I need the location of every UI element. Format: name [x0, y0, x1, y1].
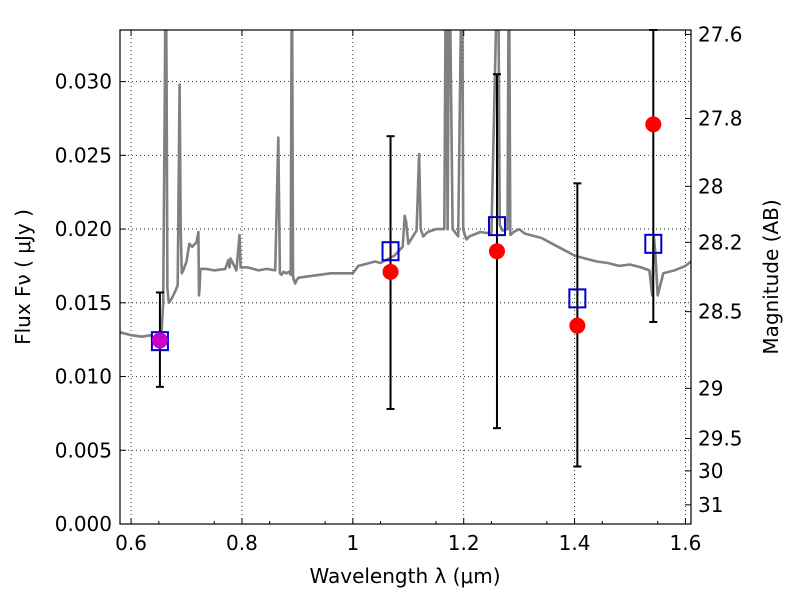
- right-tick-label: 31: [698, 493, 723, 517]
- y-tick-label: 0.000: [55, 512, 112, 536]
- x-tick-label: 1: [346, 531, 359, 555]
- template-spectrum-line: [120, 30, 691, 343]
- model-marker: [568, 288, 587, 309]
- y-tick-label: 0.020: [55, 217, 112, 241]
- observed-marker: [488, 243, 505, 260]
- axes: 0.6 0.8 1 1.2 1.4 1.6 0.000 0.005 0.010 0.015 0.02…: [55, 22, 743, 555]
- y-axis-label: Flux Fν ( μJy ): [11, 209, 35, 345]
- y-tick-label: 0.030: [55, 70, 112, 94]
- right-tick-label: 29: [698, 376, 723, 400]
- plot-frame: [119, 29, 692, 525]
- observed-marker: [382, 263, 399, 280]
- right-tick-label: 29.5: [698, 426, 743, 450]
- observed-marker: [569, 317, 586, 334]
- right-tick-label: 28.5: [698, 300, 743, 324]
- y-tick-label: 0.015: [55, 291, 112, 315]
- x-axis-label: Wavelength λ (μm): [309, 564, 500, 588]
- x-tick-label: 0.8: [226, 531, 258, 555]
- right-tick-label: 27.8: [698, 106, 743, 130]
- observed-marker: [645, 116, 662, 133]
- model-marker: [381, 241, 400, 262]
- x-tick-label: 1.6: [670, 531, 702, 555]
- right-tick-label: 28: [698, 174, 723, 198]
- model-marker: [644, 233, 663, 254]
- observed-marker: [151, 332, 168, 349]
- right-tick-label: 30: [698, 459, 723, 483]
- right-tick-label: 27.6: [698, 22, 743, 46]
- plot-area: [120, 30, 691, 343]
- model-marker: [150, 331, 169, 352]
- x-tick-label: 1.2: [448, 531, 480, 555]
- x-tick-label: 0.6: [115, 531, 147, 555]
- y-tick-label: 0.005: [55, 438, 112, 462]
- right-tick-label: 28.2: [698, 230, 743, 254]
- y-tick-label: 0.025: [55, 143, 112, 167]
- y-tick-label: 0.010: [55, 365, 112, 389]
- right-axis-label: Magnitude (AB): [759, 199, 783, 354]
- x-tick-label: 1.4: [559, 531, 591, 555]
- model-marker: [487, 216, 506, 237]
- overlay-markers: [150, 29, 663, 468]
